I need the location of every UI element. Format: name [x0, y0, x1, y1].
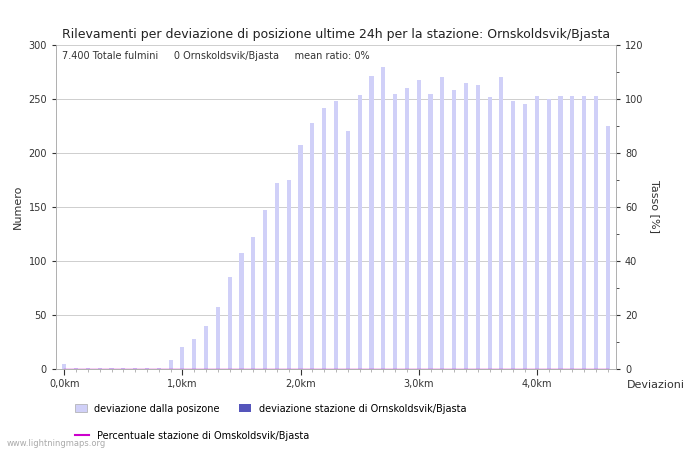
Bar	[606, 126, 610, 369]
Bar	[181, 347, 185, 369]
Bar	[594, 96, 598, 369]
Bar	[216, 307, 220, 369]
Bar	[570, 96, 575, 369]
Bar	[428, 94, 433, 369]
Bar	[382, 67, 385, 369]
Bar	[393, 94, 397, 369]
Bar	[535, 96, 539, 369]
Bar	[204, 326, 208, 369]
Text: Deviazioni: Deviazioni	[626, 380, 685, 390]
Bar	[193, 339, 196, 369]
Bar	[133, 368, 137, 369]
Bar	[358, 94, 362, 369]
Bar	[559, 96, 563, 369]
Bar	[416, 80, 421, 369]
Bar	[322, 108, 326, 369]
Bar	[121, 368, 125, 369]
Bar	[452, 90, 456, 369]
Title: Rilevamenti per deviazione di posizione ultime 24h per la stazione: Ornskoldsvik: Rilevamenti per deviazione di posizione …	[62, 28, 610, 41]
Y-axis label: Numero: Numero	[13, 185, 23, 229]
Bar	[499, 77, 503, 369]
Bar	[487, 97, 491, 369]
Bar	[405, 88, 409, 369]
Bar	[523, 104, 527, 369]
Bar	[346, 131, 350, 369]
Bar	[310, 123, 314, 369]
Bar	[263, 210, 267, 369]
Bar	[145, 368, 149, 369]
Bar	[298, 145, 302, 369]
Bar	[74, 368, 78, 369]
Text: 7.400 Totale fulmini     0 Ornskoldsvik/Bjasta     mean ratio: 0%: 7.400 Totale fulmini 0 Ornskoldsvik/Bjas…	[62, 51, 369, 62]
Bar	[582, 96, 586, 369]
Bar	[109, 368, 113, 369]
Bar	[157, 368, 161, 369]
Bar	[228, 277, 232, 369]
Bar	[62, 364, 66, 369]
Bar	[275, 183, 279, 369]
Bar	[547, 99, 551, 369]
Text: www.lightningmaps.org: www.lightningmaps.org	[7, 439, 106, 448]
Legend: deviazione dalla posizone, deviazione stazione di Ornskoldsvik/Bjasta: deviazione dalla posizone, deviazione st…	[75, 404, 466, 414]
Bar	[464, 83, 468, 369]
Bar	[169, 360, 173, 369]
Bar	[511, 101, 515, 369]
Bar	[370, 76, 374, 369]
Y-axis label: Tasso [%]: Tasso [%]	[650, 180, 660, 234]
Bar	[251, 237, 256, 369]
Legend: Percentuale stazione di Omskoldsvik/Bjasta: Percentuale stazione di Omskoldsvik/Bjas…	[75, 431, 309, 441]
Bar	[334, 101, 338, 369]
Bar	[476, 85, 480, 369]
Bar	[287, 180, 290, 369]
Bar	[86, 368, 90, 369]
Bar	[440, 77, 444, 369]
Bar	[97, 368, 102, 369]
Bar	[239, 253, 244, 369]
